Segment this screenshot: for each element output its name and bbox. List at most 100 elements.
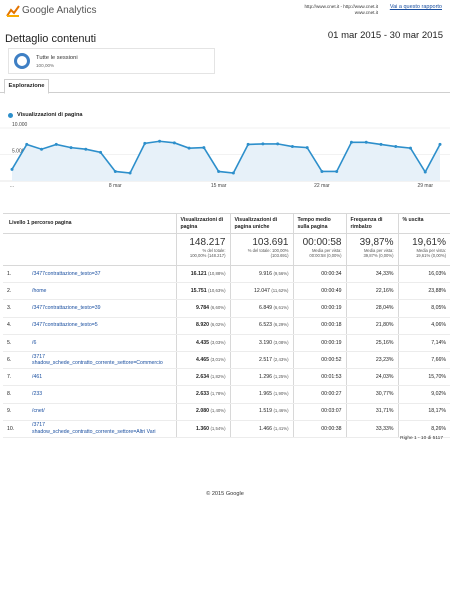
data-point: [40, 147, 44, 151]
row-unique: 2.517: [259, 356, 272, 363]
table-row[interactable]: 10. /3717 shadow_schede_contratto_corrente…: [3, 420, 450, 438]
pageviews-line-chart: 10.000 5.000... 8 mar 15 mar 22 mar 29 mar: [0, 122, 450, 189]
segment-card[interactable]: Tutte le sessioni 100,00%: [8, 48, 215, 74]
row-pageviews: 2.634: [196, 374, 209, 381]
page-path-link[interactable]: /3477contrattazione_testo=39: [32, 305, 101, 312]
row-time: 00:00:19: [321, 339, 342, 346]
total-pageviews: 148.217: [189, 237, 226, 248]
date-range[interactable]: 01 mar 2015 - 30 mar 2015: [327, 30, 443, 41]
row-index: 8.: [7, 391, 12, 398]
table-row[interactable]: 2. /home 15.751 (10,63%) 12.047 (11,62%) 00:…: [3, 282, 450, 301]
data-point: [349, 140, 353, 144]
row-time: 00:00:19: [321, 305, 342, 312]
data-point: [364, 140, 368, 144]
total-pageviews-sub2: 100,00% (148.217): [189, 253, 226, 258]
row-pageviews: 16.121: [190, 270, 207, 277]
row-unique-pct: (6,61%): [273, 305, 289, 311]
row-exit: 8,26%: [431, 425, 446, 432]
total-bounce: 39,87%: [359, 237, 394, 248]
report-header: Google Analytics http://www.cnet.it - ht…: [0, 0, 450, 28]
row-unique-pct: (9,56%): [273, 270, 289, 276]
table-row[interactable]: 5. /6 4.435 (3,03%) 3.190 (3,08%) 00:00:19 25…: [3, 334, 450, 352]
page-path-link[interactable]: /3477contrattazione_testo=5: [32, 322, 98, 329]
total-time-sub2: 00:00:58 (0,00%): [309, 253, 342, 258]
tab-esplorazione[interactable]: Esplorazione: [4, 79, 49, 94]
total-time-sub1: Media per vista:: [311, 248, 342, 253]
row-pageviews-pct: (6,60%): [210, 305, 226, 311]
total-unique-sub2: (103.691): [270, 253, 289, 258]
row-time: 00:00:34: [321, 270, 342, 277]
y-tick-label: 5.000: [12, 149, 25, 155]
row-time: 00:03:07: [321, 408, 342, 415]
row-exit: 9,02%: [431, 391, 446, 398]
table-row[interactable]: 3. /3477contrattazione_testo=39 9.784 (6,6…: [3, 299, 450, 318]
content-table: Livello 1 percorso pagina Visualizzazion…: [3, 213, 450, 438]
segment-percent: 100,00%: [36, 63, 55, 68]
row-index: 3.: [7, 305, 12, 312]
page-path-link[interactable]: /3717 shadow_schede_contratto_corrente_se…: [32, 353, 163, 367]
col-header-pageviews[interactable]: Visualizzazioni di pagina: [175, 213, 230, 234]
row-exit: 7,14%: [431, 339, 446, 346]
row-unique: 3.190: [259, 339, 272, 346]
data-point: [408, 146, 412, 150]
row-pageviews-pct: (10,88%): [208, 270, 226, 276]
row-exit: 23,88%: [428, 288, 446, 295]
row-pageviews-pct: (3,03%): [210, 339, 226, 345]
row-exit: 16,03%: [428, 270, 446, 277]
col-header-dimension[interactable]: Livello 1 percorso pagina: [3, 213, 176, 234]
row-index: 4.: [7, 322, 12, 329]
row-pageviews-pct: (3,01%): [210, 356, 226, 362]
table-row[interactable]: 4. /3477contrattazione_testo=5 8.920 (6,02…: [3, 317, 450, 335]
col-header-time[interactable]: Tempo medio sulla pagina: [292, 213, 346, 234]
table-row[interactable]: 6. /3717 shadow_schede_contratto_corrente_…: [3, 351, 450, 370]
col-header-exit[interactable]: % uscita: [397, 213, 450, 234]
page-path-link[interactable]: /3717 shadow_schede_contratto_corrente_se…: [32, 422, 156, 435]
table-row[interactable]: 7. /461 2.634 (1,82%) 1.296 (1,25%) 00:01:53…: [3, 368, 450, 387]
row-bounce: 34,33%: [375, 270, 394, 277]
go-to-report-link[interactable]: Vai a questo rapporto: [389, 4, 442, 10]
legend-label: Visualizzazioni di pagina: [17, 112, 83, 118]
row-time: 00:00:49: [321, 288, 342, 295]
row-exit: 4,06%: [431, 322, 446, 329]
page-path-link[interactable]: /cnet/: [32, 408, 45, 415]
footer-copyright: © 2015 Google: [206, 491, 244, 497]
table-row[interactable]: 8. /233 2.633 (1,78%) 1.965 (1,90%) 00:00:27…: [3, 385, 450, 404]
table-row[interactable]: 9. /cnet/2.080 (1,40%) 1.519 (1,46%) 00:03:…: [3, 403, 450, 421]
row-pageviews-pct: (1,54%): [210, 425, 226, 431]
data-point: [231, 171, 235, 175]
row-index: 9.: [7, 408, 12, 415]
data-point: [172, 141, 176, 145]
col-header-unique[interactable]: Visualizzazioni di pagina uniche: [229, 213, 293, 234]
data-point: [290, 145, 294, 149]
legend-dot-icon: [8, 112, 13, 118]
row-pageviews: 2.080: [196, 408, 209, 415]
table-row[interactable]: 1. /3477contrattazione_testo=37 16.121 (10…: [3, 265, 450, 284]
page-path-link[interactable]: /3477contrattazione_testo=37: [32, 270, 101, 277]
row-unique: 1.965: [259, 391, 272, 398]
row-pageviews-pct: (1,40%): [210, 408, 226, 414]
row-unique: 6.523: [259, 322, 272, 329]
data-point: [246, 142, 250, 146]
row-time: 00:00:52: [321, 356, 342, 363]
row-pageviews-pct: (10,63%): [208, 288, 226, 294]
page-title: Dettaglio contenuti: [5, 33, 97, 45]
page-path-link[interactable]: /home: [32, 288, 47, 295]
page-path-link[interactable]: /233: [32, 391, 43, 398]
row-unique: 1.466: [259, 425, 272, 432]
segment-ring-icon: [14, 53, 30, 69]
page-path-link[interactable]: /461: [32, 374, 43, 381]
data-point: [335, 169, 339, 173]
row-pageviews: 2.633: [196, 391, 209, 398]
col-header-bounce[interactable]: Frequenza di rimbalzo: [345, 213, 398, 234]
row-index: 2.: [7, 288, 12, 295]
series-area: [12, 141, 440, 181]
row-bounce: 23,23%: [375, 356, 394, 363]
row-exit: 15,70%: [428, 374, 446, 381]
page-path-link[interactable]: /6: [32, 339, 37, 346]
row-exit: 8,05%: [431, 305, 446, 312]
data-point: [423, 170, 427, 174]
x-tick-label: 8 mar: [109, 183, 122, 189]
row-index: 10.: [7, 425, 15, 432]
row-pageviews: 4.465: [196, 356, 209, 363]
x-tick-label: 29 mar: [417, 183, 433, 189]
